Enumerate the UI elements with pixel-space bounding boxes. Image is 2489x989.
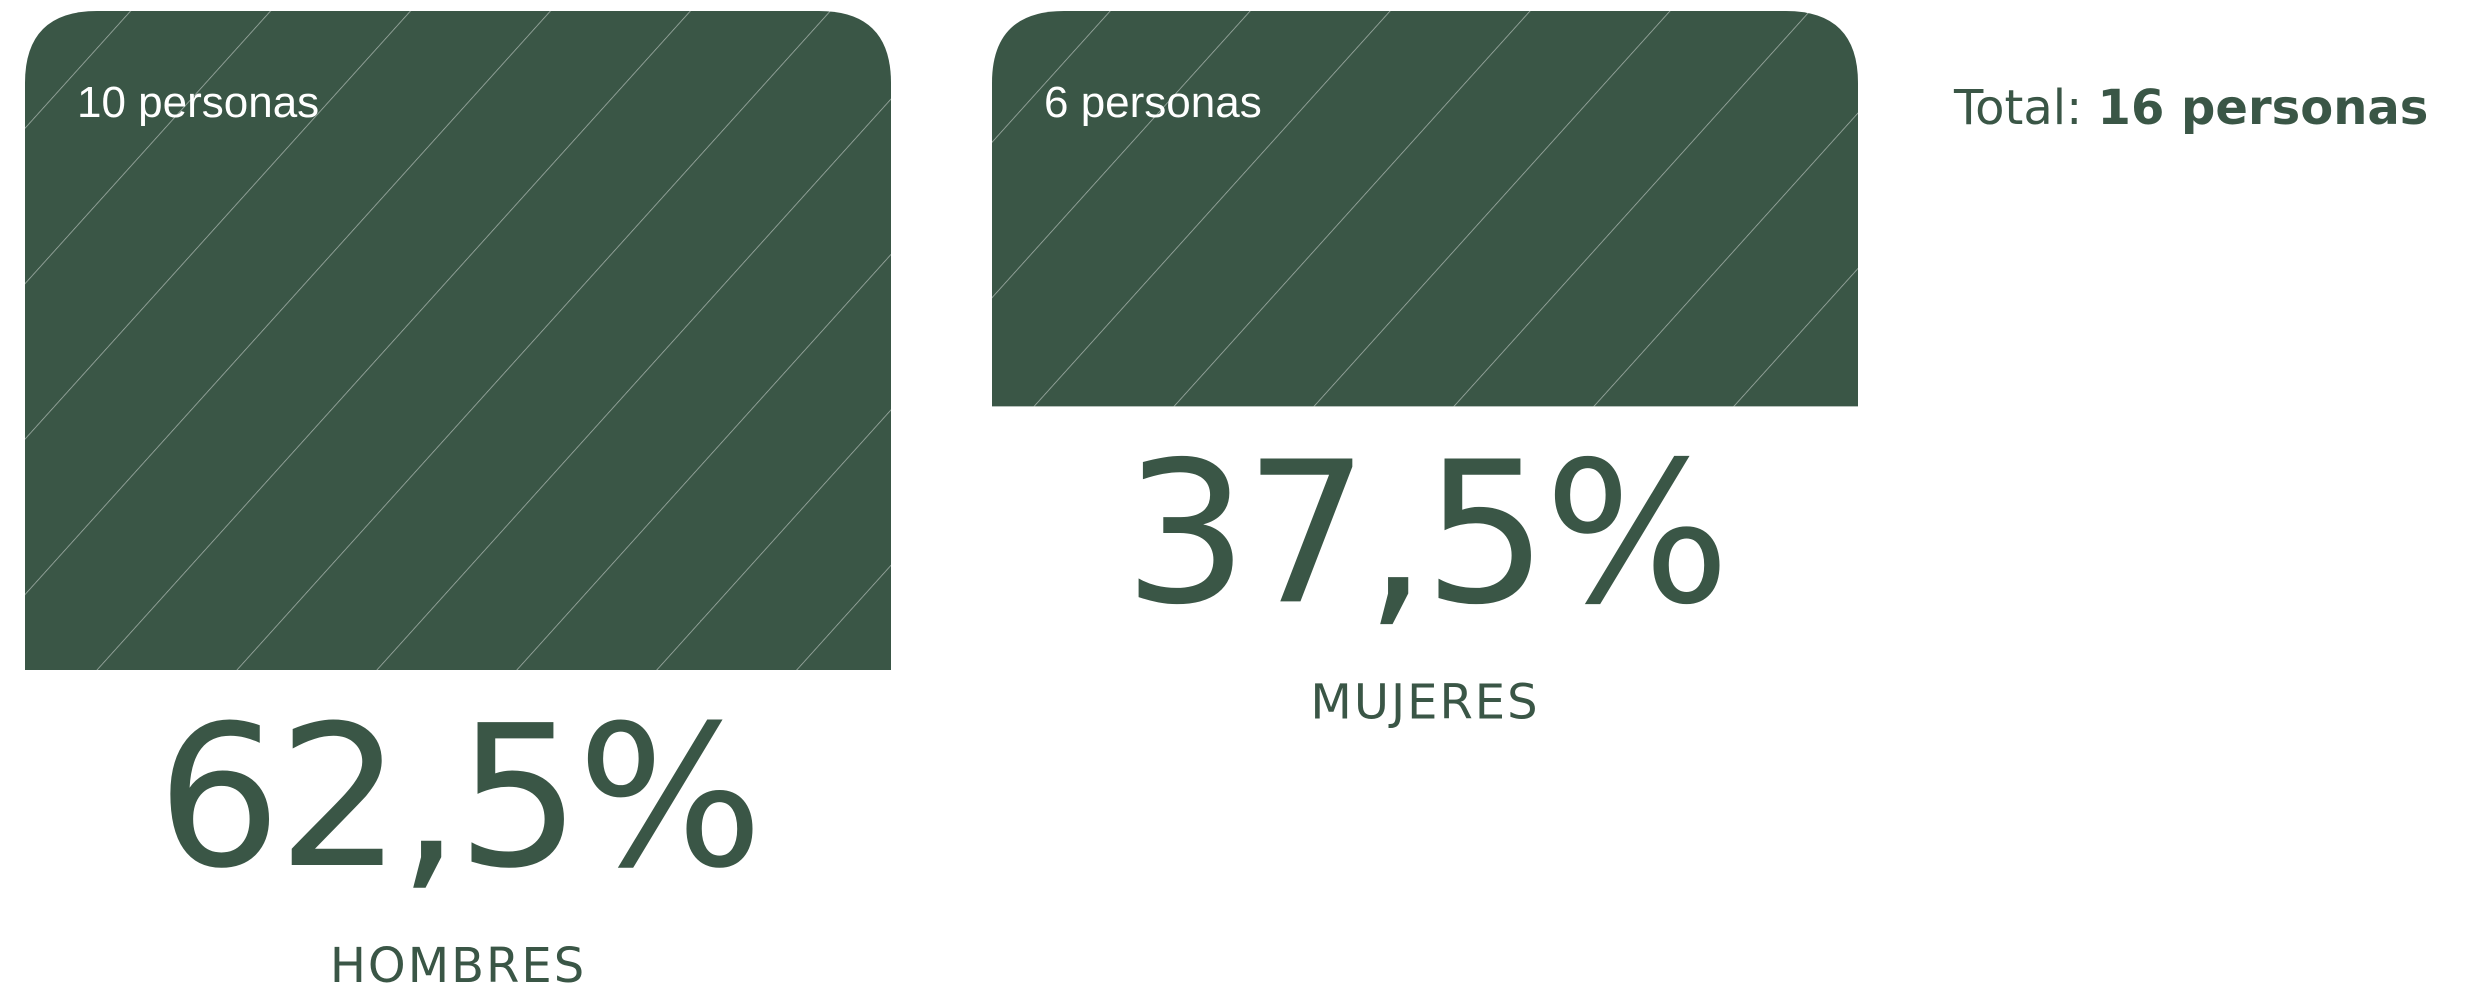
total: Total: 16 personas [1953,80,2428,136]
total-label: Total: [1953,80,2082,136]
value-label: 6 personas [1044,78,1262,127]
category-label: MUJERES [1310,674,1539,730]
category-label: HOMBRES [330,938,586,989]
percentage-label: 37,5% [1124,420,1727,648]
bar-hatch [992,11,1858,407]
bar-hatch [25,11,891,670]
total-value: 16 personas [2098,80,2429,136]
percentage-label: 62,5% [157,684,760,912]
value-label: 10 personas [77,78,319,127]
